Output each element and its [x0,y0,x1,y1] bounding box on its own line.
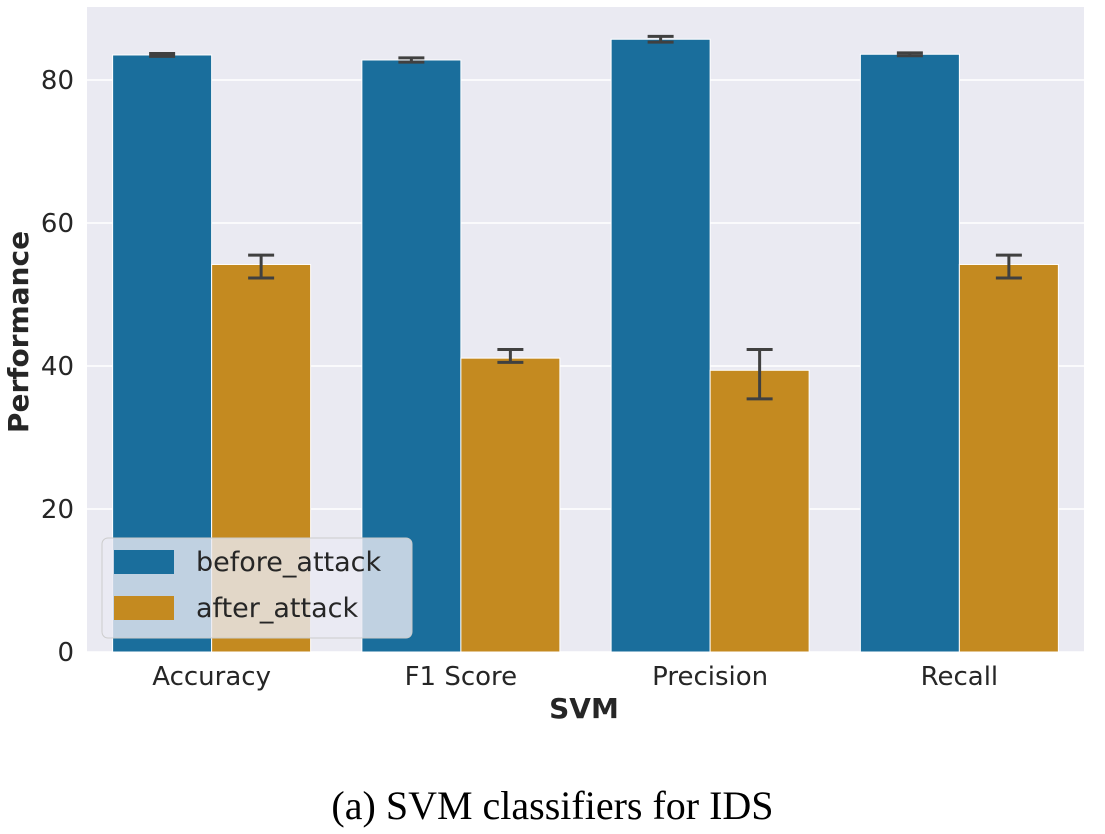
x-tick-label: Accuracy [152,662,271,692]
y-axis-title: Performance [2,231,35,433]
x-tick-label: Recall [921,662,999,692]
figure-caption: (a) SVM classifiers for IDS [331,783,774,828]
y-tick-label: 0 [57,638,74,668]
bar-before_attack-2 [610,38,711,653]
legend-label: after_attack [196,593,358,624]
bar-before_attack-3 [859,53,960,653]
y-tick-label: 40 [41,352,74,382]
x-axis-title: SVM [549,692,619,725]
y-tick-labels: 0 20 40 60 80 [41,66,74,668]
y-tick-label: 60 [41,209,74,239]
x-tick-label: F1 Score [405,662,518,692]
chart: 0 20 40 60 80 Accuracy F1 Score Precision Recal… [2,7,1084,725]
legend-label: before_attack [196,547,382,578]
x-tick-label: Precision [652,662,768,692]
error-bars [149,34,1022,401]
legend-swatch-before_attack [114,550,174,574]
legend: before_attack after_attack [101,537,413,639]
y-tick-label: 20 [41,495,74,525]
x-tick-labels: Accuracy F1 Score Precision Recall [152,662,998,692]
legend-box [101,537,413,639]
bar-after_attack-2 [709,369,810,653]
bar-after_attack-1 [460,357,561,653]
y-tick-label: 80 [41,66,74,96]
legend-swatch-after_attack [114,596,174,620]
bar-after_attack-3 [958,263,1059,653]
